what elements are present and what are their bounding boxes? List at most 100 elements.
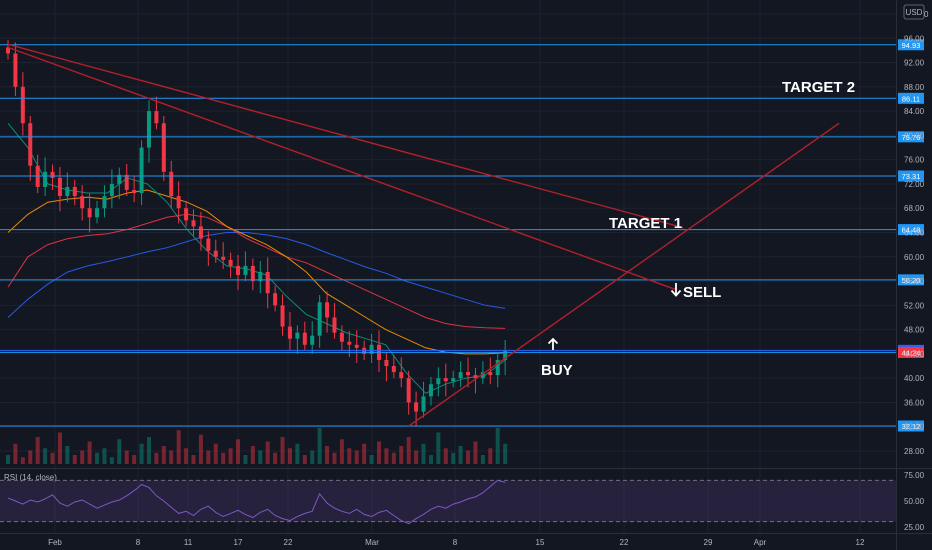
- currency-label: USD: [906, 8, 923, 17]
- candle-body: [72, 186, 77, 197]
- candle-body: [191, 220, 196, 227]
- candle-body: [384, 359, 389, 367]
- candle-body: [161, 123, 166, 172]
- grid: [0, 0, 896, 533]
- moving-averages: [7, 122, 506, 394]
- time-tick-label: 8: [453, 538, 458, 547]
- volume-bar: [221, 452, 226, 464]
- volume-bar: [43, 448, 48, 464]
- volume-bar: [302, 455, 307, 464]
- rsi-tick-label: 50.00: [904, 497, 925, 506]
- level-price-tag: [898, 274, 924, 286]
- candle-body: [273, 293, 278, 306]
- volume-bar: [80, 450, 85, 464]
- candle-body: [503, 350, 508, 360]
- moving-average-line: [7, 189, 506, 355]
- volume-bar: [473, 441, 478, 464]
- price-tick-label: 40.00: [904, 374, 925, 383]
- trendline[interactable]: [7, 43, 684, 229]
- buy-arrow-icon: [547, 337, 559, 350]
- level-price-label: 56.20: [902, 276, 921, 285]
- candle-body: [6, 47, 10, 54]
- sell-arrow-icon: [670, 283, 682, 297]
- candle-body: [458, 372, 463, 379]
- candle-body: [109, 183, 114, 197]
- candle-body: [20, 86, 25, 124]
- time-tick-label: 22: [284, 538, 293, 547]
- candle-body: [236, 265, 241, 275]
- level-price-label: 94.93: [902, 41, 921, 50]
- volume-bar: [154, 452, 159, 464]
- candle-body: [332, 317, 337, 333]
- volume-bar: [124, 450, 129, 464]
- time-axis[interactable]: Feb 8 11 17 22 Mar 8 15 22 29 Apr 12: [48, 538, 865, 547]
- volume-bar: [95, 452, 100, 464]
- volume-bar: [369, 455, 374, 464]
- volume-bar: [354, 450, 359, 464]
- candle-body: [414, 402, 419, 412]
- rsi-tick-label: 25.00: [904, 523, 925, 532]
- candle-body: [87, 208, 92, 218]
- volume-bar: [250, 446, 255, 464]
- volume-bar: [72, 455, 77, 464]
- price-tick-label: 96.00: [904, 34, 925, 43]
- candle-body: [339, 332, 344, 342]
- candle-body: [43, 171, 48, 187]
- candle-body: [169, 171, 174, 197]
- annotation-target-2: TARGET 2: [782, 79, 855, 96]
- volume-bar: [436, 432, 441, 464]
- volume-bar: [184, 448, 189, 464]
- level-price-label: 44.24: [902, 348, 921, 357]
- candle-body: [265, 271, 270, 294]
- candle-body: [451, 378, 456, 382]
- rsi-band: [0, 480, 896, 522]
- volume-bar: [458, 446, 463, 464]
- candle-body: [154, 111, 159, 124]
- time-tick-label: 17: [234, 538, 243, 547]
- volume-bar: [273, 452, 278, 464]
- candle-body: [184, 208, 189, 221]
- level-price-tag: [898, 170, 924, 182]
- rsi-line: [7, 479, 506, 525]
- candle-body: [13, 53, 18, 87]
- rsi-pane: [0, 479, 896, 525]
- candle-body: [80, 196, 85, 209]
- volume-bar: [117, 439, 122, 464]
- price-tick-label: 68.00: [904, 204, 925, 213]
- volume-bar: [87, 441, 92, 464]
- trendline[interactable]: [7, 46, 677, 291]
- price-tick-label: 36.00: [904, 398, 925, 407]
- volume-bar: [50, 452, 55, 464]
- volume-bar: [132, 455, 137, 464]
- candle-body: [50, 171, 55, 178]
- level-price-tag: [898, 346, 924, 358]
- candle-body: [436, 378, 441, 385]
- candle-body: [428, 384, 433, 397]
- volume-bar: [236, 439, 241, 464]
- price-tick-label: 52.00: [904, 301, 925, 310]
- candle-body: [206, 238, 211, 251]
- volume-bar: [287, 448, 292, 464]
- candle-body: [347, 341, 352, 345]
- candle-body: [258, 271, 263, 282]
- volume-bar: [339, 439, 344, 464]
- annotations: TARGET 2 TARGET 1 SELL BUY: [541, 79, 855, 379]
- trendline[interactable]: [408, 122, 840, 427]
- price-tick-label: 64.00: [904, 229, 925, 238]
- price-tick-label: 28.00: [904, 447, 925, 456]
- candle-body: [287, 326, 292, 339]
- candle-body: [28, 123, 33, 166]
- candle-body: [369, 344, 374, 354]
- currency-badge[interactable]: USD: [903, 4, 925, 20]
- time-tick-label: 12: [856, 538, 865, 547]
- price-tick-label: 80.00: [904, 131, 925, 140]
- volume-bar: [332, 452, 337, 464]
- candle-body: [280, 305, 285, 327]
- volume-bar: [265, 441, 270, 464]
- level-price-label: 64.48: [902, 226, 921, 235]
- time-tick-label: 15: [536, 538, 545, 547]
- trendlines[interactable]: [7, 43, 840, 427]
- time-tick-label: 11: [184, 538, 193, 547]
- level-price-label: 32.12: [902, 422, 921, 431]
